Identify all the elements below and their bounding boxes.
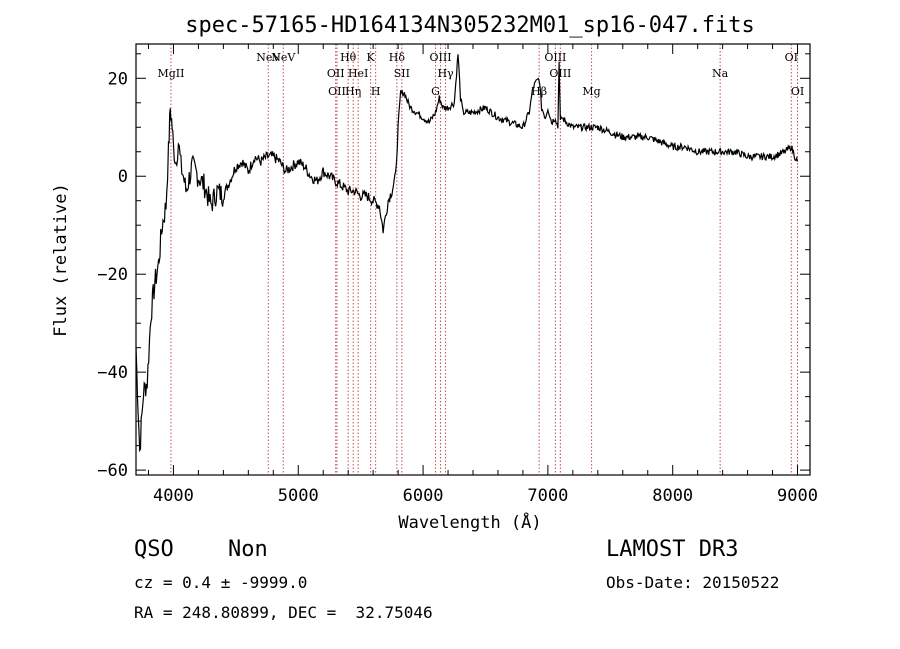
x-tick-label: 5000 — [278, 486, 319, 506]
spectral-line-label: OI — [791, 85, 804, 98]
spectral-line-label: OII — [327, 67, 345, 80]
object-subclass: Non — [228, 537, 268, 562]
spectral-line-label: OIII — [430, 51, 452, 64]
coordinates: RA = 248.80899, DEC = 32.75046 — [134, 603, 433, 622]
x-axis-label: Wavelength (Å) — [398, 511, 541, 533]
x-tick-label: 7000 — [527, 486, 568, 506]
y-tick-label: −40 — [97, 363, 128, 383]
spectral-line-label: Hβ — [531, 85, 547, 98]
y-tick-label: −60 — [97, 461, 128, 481]
spectral-line-label: Mg — [582, 85, 600, 98]
spectral-line-label: Hδ — [389, 51, 406, 64]
spectral-line-label: K — [367, 51, 376, 64]
y-axis-label: Flux (relative) — [51, 183, 71, 337]
spectral-line-label: Na — [712, 67, 729, 80]
axis-ticks — [136, 44, 810, 475]
spectral-line-label: H — [371, 85, 381, 98]
spectral-line-label: Hη — [345, 85, 361, 98]
spectral-line-label: OI — [785, 51, 798, 64]
y-tick-label: −20 — [97, 265, 128, 285]
spectrum-line — [135, 54, 799, 453]
survey-name: LAMOST DR3 — [606, 537, 739, 562]
x-tick-label: 6000 — [403, 486, 444, 506]
spectral-line-label: OIII — [549, 67, 571, 80]
y-tick-label: 20 — [108, 69, 128, 89]
x-tick-label: 8000 — [652, 486, 693, 506]
spectral-line-label: NeV — [256, 51, 281, 64]
x-tick-label: 4000 — [153, 486, 194, 506]
spectral-line-label: G — [431, 85, 440, 98]
spectral-line-label: HeI — [348, 67, 368, 80]
observation-date: Obs-Date: 20150522 — [606, 573, 780, 592]
axis-tick-labels: 4000 5000 6000 7000 8000 9000 −60 −40 −20 0 20 — [97, 69, 818, 506]
spectral-line-label: NeV — [271, 51, 296, 64]
redshift-value: cz = 0.4 ± -9999.0 — [134, 573, 308, 592]
y-tick-label: 0 — [118, 167, 128, 187]
x-tick-label: 9000 — [777, 486, 818, 506]
chart-title: spec-57165-HD164134N305232M01_sp16-047.f… — [185, 13, 755, 38]
spectral-line-label: Hγ — [437, 67, 454, 80]
spectral-line-label: SII — [394, 67, 410, 80]
spectral-line-label: OII — [328, 85, 346, 98]
spectral-line-label: OIII — [544, 51, 566, 64]
plot-frame — [135, 43, 811, 476]
spectral-line-label: MgII — [157, 67, 184, 80]
object-class: QSO — [134, 537, 174, 562]
spectral-line-label: Hθ — [340, 51, 357, 64]
